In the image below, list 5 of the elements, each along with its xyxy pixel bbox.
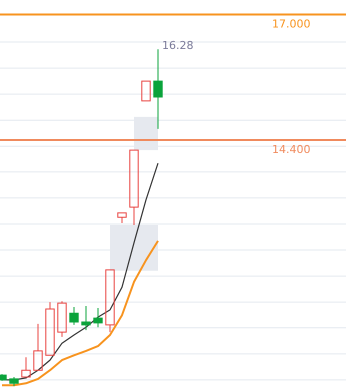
ref-line-label: 17.000 bbox=[272, 17, 310, 30]
candlestick bbox=[153, 48, 163, 130]
annotation: 16.28 bbox=[162, 39, 194, 52]
candlestick bbox=[93, 307, 103, 328]
ref-line-label: 14.400 bbox=[272, 142, 310, 156]
